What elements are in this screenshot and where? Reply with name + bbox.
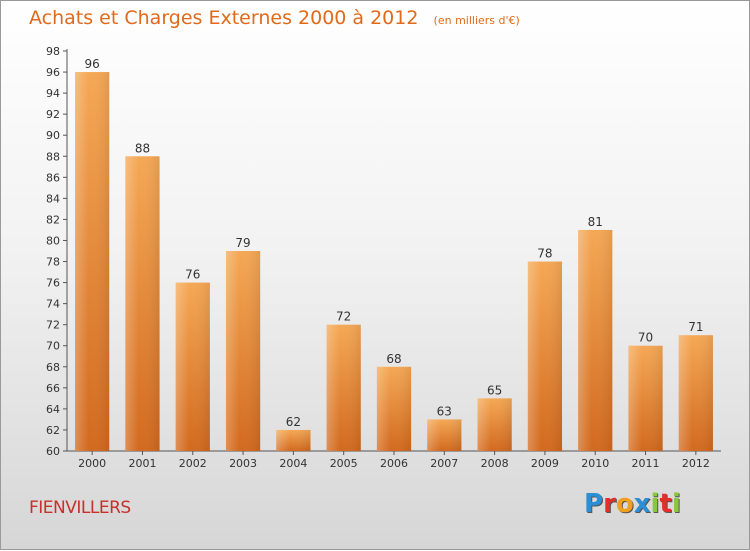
data-label-2001: 88: [135, 141, 150, 155]
y-tick-label: 86: [46, 171, 60, 184]
y-tick-label: 88: [46, 150, 60, 163]
bar-shade-2007: [427, 419, 462, 451]
logo-letter: x: [633, 489, 651, 519]
y-tick-label: 74: [46, 298, 60, 311]
bar-shade-2005: [326, 324, 361, 451]
x-tick-label: 2011: [632, 457, 660, 470]
y-tick-label: 66: [46, 382, 60, 395]
logo-letter: i: [650, 489, 660, 519]
y-tick-label: 80: [46, 234, 60, 247]
bars: [75, 72, 713, 451]
x-tick-label: 2003: [229, 457, 257, 470]
y-tick-label: 62: [46, 424, 60, 437]
y-tick-label: 68: [46, 361, 60, 374]
bar-shade-2009: [527, 261, 563, 451]
x-tick-label: 2008: [481, 457, 509, 470]
data-label-2005: 72: [336, 310, 351, 324]
data-label-2010: 81: [588, 215, 603, 229]
y-tick-label: 84: [46, 192, 60, 205]
data-label-2012: 71: [688, 320, 703, 334]
x-tick-label: 2012: [682, 457, 710, 470]
bar-shade-2008: [477, 398, 512, 451]
y-tick-label: 78: [46, 256, 60, 269]
chart-subtitle: (en milliers d'€): [433, 14, 520, 27]
data-label-2008: 65: [487, 383, 502, 397]
bar-shade-2002: [175, 282, 210, 451]
x-tick-label: 2002: [179, 457, 207, 470]
logo-letter: r: [603, 489, 616, 519]
bar-shade-2004: [276, 429, 311, 451]
x-tick-label: 2010: [581, 457, 609, 470]
y-tick-label: 72: [46, 319, 60, 332]
y-tick-label: 92: [46, 108, 60, 121]
bar-shade-2012: [678, 335, 713, 451]
bar-shade-2011: [628, 345, 663, 451]
bar-shade-2001: [125, 156, 160, 451]
bar-shade-2010: [578, 229, 613, 451]
data-label-2006: 68: [386, 352, 401, 366]
x-tick-label: 2004: [279, 457, 307, 470]
x-tick-label: 2006: [380, 457, 408, 470]
logo-letter: P: [584, 489, 604, 519]
y-tick-label: 90: [46, 129, 60, 142]
x-tick-label: 2001: [128, 457, 156, 470]
data-labels: 96 88 76 79 62 72 68 63 65 78 81 70 71: [85, 57, 704, 429]
y-tick-label: 70: [46, 340, 60, 353]
commune-name: FIENVILLERS: [29, 498, 131, 518]
data-label-2004: 62: [286, 415, 301, 429]
bar-shade-2006: [376, 366, 412, 451]
y-tick-label: 82: [46, 213, 60, 226]
data-label-2011: 70: [638, 331, 653, 345]
y-tick-label: 98: [46, 45, 60, 58]
logo-letter: o: [615, 489, 634, 519]
data-label-2009: 78: [537, 247, 552, 261]
x-tick-label: 2005: [330, 457, 358, 470]
logo-letter: i: [671, 489, 681, 519]
logo-letter: t: [659, 489, 672, 519]
title-row: Achats et Charges Externes 2000 à 2012 (…: [29, 7, 520, 29]
data-label-2007: 63: [437, 404, 452, 418]
x-tick-label: 2009: [531, 457, 559, 470]
data-label-2000: 96: [85, 57, 100, 71]
x-tick-label: 2007: [430, 457, 458, 470]
bar-shade-2000: [75, 72, 110, 451]
bar-shade-2003: [225, 251, 261, 451]
x-tick-label: 2000: [78, 457, 106, 470]
data-label-2003: 79: [235, 236, 250, 250]
data-label-2002: 76: [185, 268, 200, 282]
y-tick-label: 76: [46, 277, 60, 290]
y-tick-label: 94: [46, 87, 60, 100]
y-tick-label: 96: [46, 66, 60, 79]
chart-title: Achats et Charges Externes 2000 à 2012: [29, 7, 419, 29]
proxiti-logo: Proxiti: [584, 489, 681, 519]
y-tick-label: 60: [46, 445, 60, 458]
y-tick-label: 64: [46, 403, 60, 416]
